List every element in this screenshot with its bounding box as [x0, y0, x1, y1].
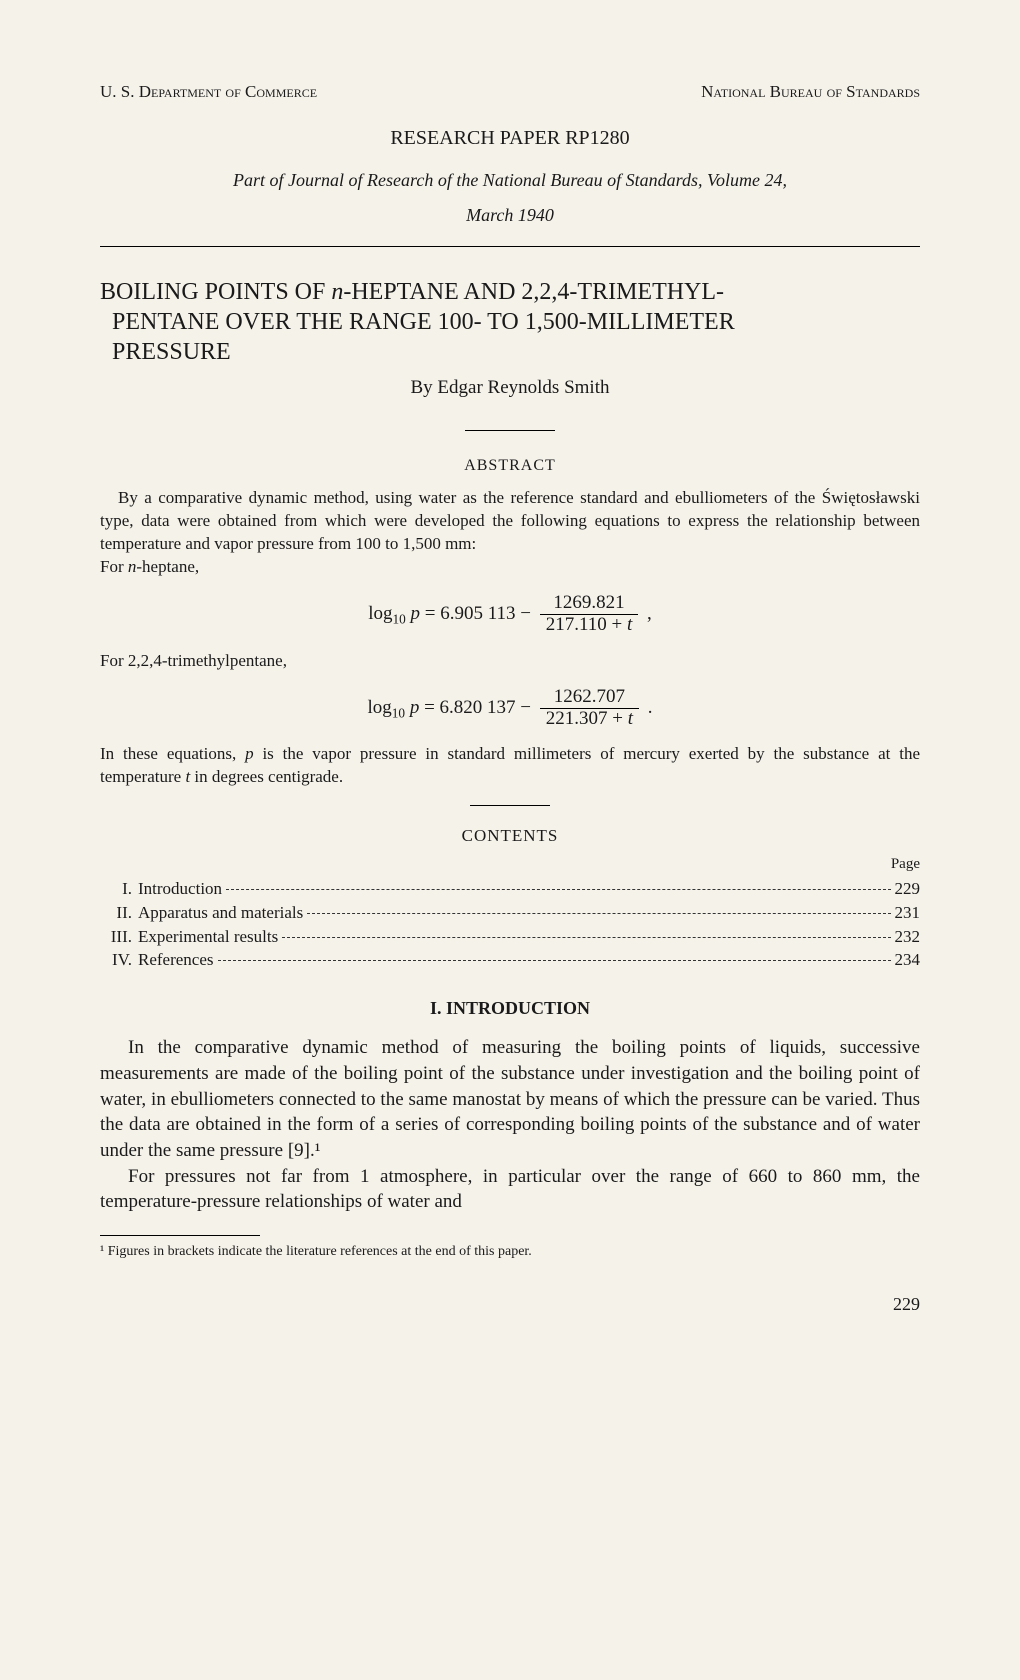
toc-label: Experimental results: [138, 925, 278, 949]
author-rule: [465, 430, 555, 431]
eq2-num: 1262.707: [540, 687, 639, 709]
toc-dots: [226, 889, 890, 890]
toc-dots: [282, 937, 890, 938]
abstract-heptane-line: For n-heptane,: [100, 556, 920, 579]
header-line: U. S. Department of Commerce National Bu…: [100, 80, 920, 104]
intro-heading: I. INTRODUCTION: [100, 996, 920, 1021]
toc-num: IV.: [100, 948, 138, 972]
toc-num: II.: [100, 901, 138, 925]
eq1-den: 217.110 + t: [540, 615, 639, 636]
author: By Edgar Reynolds Smith: [100, 375, 920, 402]
page-label: Page: [100, 854, 920, 875]
eq1-num: 1269.821: [540, 593, 639, 615]
abstract-para1: By a comparative dynamic method, using w…: [100, 487, 920, 556]
toc-label: Introduction: [138, 877, 222, 901]
section-rule-1: [470, 805, 550, 806]
contents-heading: CONTENTS: [100, 824, 920, 848]
paper-id: RESEARCH PAPER RP1280: [100, 124, 920, 152]
toc-row: II. Apparatus and materials 231: [100, 901, 920, 925]
intro-body: In the comparative dynamic method of mea…: [100, 1035, 920, 1214]
toc-dots: [307, 913, 890, 914]
abstract-para2: In these equations, p is the vapor press…: [100, 743, 920, 789]
toc-page: 234: [895, 948, 921, 972]
journal-info: Part of Journal of Research of the Natio…: [100, 168, 920, 193]
toc-row: III. Experimental results 232: [100, 925, 920, 949]
toc-label: Apparatus and materials: [138, 901, 303, 925]
toc-num: III.: [100, 925, 138, 949]
toc-row: IV. References 234: [100, 948, 920, 972]
toc-label: References: [138, 948, 214, 972]
abstract-body: By a comparative dynamic method, using w…: [100, 487, 920, 789]
toc-num: I.: [100, 877, 138, 901]
table-of-contents: I. Introduction 229 II. Apparatus and ma…: [100, 877, 920, 972]
toc-page: 231: [895, 901, 921, 925]
intro-p2: For pressures not far from 1 atmosphere,…: [100, 1164, 920, 1215]
intro-p1: In the comparative dynamic method of mea…: [100, 1035, 920, 1163]
toc-page: 232: [895, 925, 921, 949]
toc-row: I. Introduction 229: [100, 877, 920, 901]
toc-page: 229: [895, 877, 921, 901]
abstract-trimethyl-line: For 2,2,4-trimethylpentane,: [100, 650, 920, 673]
footnote: ¹ Figures in brackets indicate the liter…: [100, 1242, 920, 1262]
date: March 1940: [100, 203, 920, 228]
equation-trimethyl: log10 p = 6.820 137 − 1262.707 221.307 +…: [100, 687, 920, 730]
eq2-den: 221.307 + t: [540, 709, 639, 730]
equation-heptane: log10 p = 6.905 113 − 1269.821 217.110 +…: [100, 593, 920, 636]
toc-dots: [218, 960, 891, 961]
abstract-heading: ABSTRACT: [100, 455, 920, 477]
dept: U. S. Department of Commerce: [100, 80, 317, 104]
header-rule: [100, 246, 920, 247]
footnote-rule: [100, 1235, 260, 1236]
bureau: National Bureau of Standards: [701, 80, 920, 104]
paper-title: BOILING POINTS OF n-HEPTANE AND 2,2,4-TR…: [100, 277, 920, 367]
page-number: 229: [100, 1292, 920, 1317]
